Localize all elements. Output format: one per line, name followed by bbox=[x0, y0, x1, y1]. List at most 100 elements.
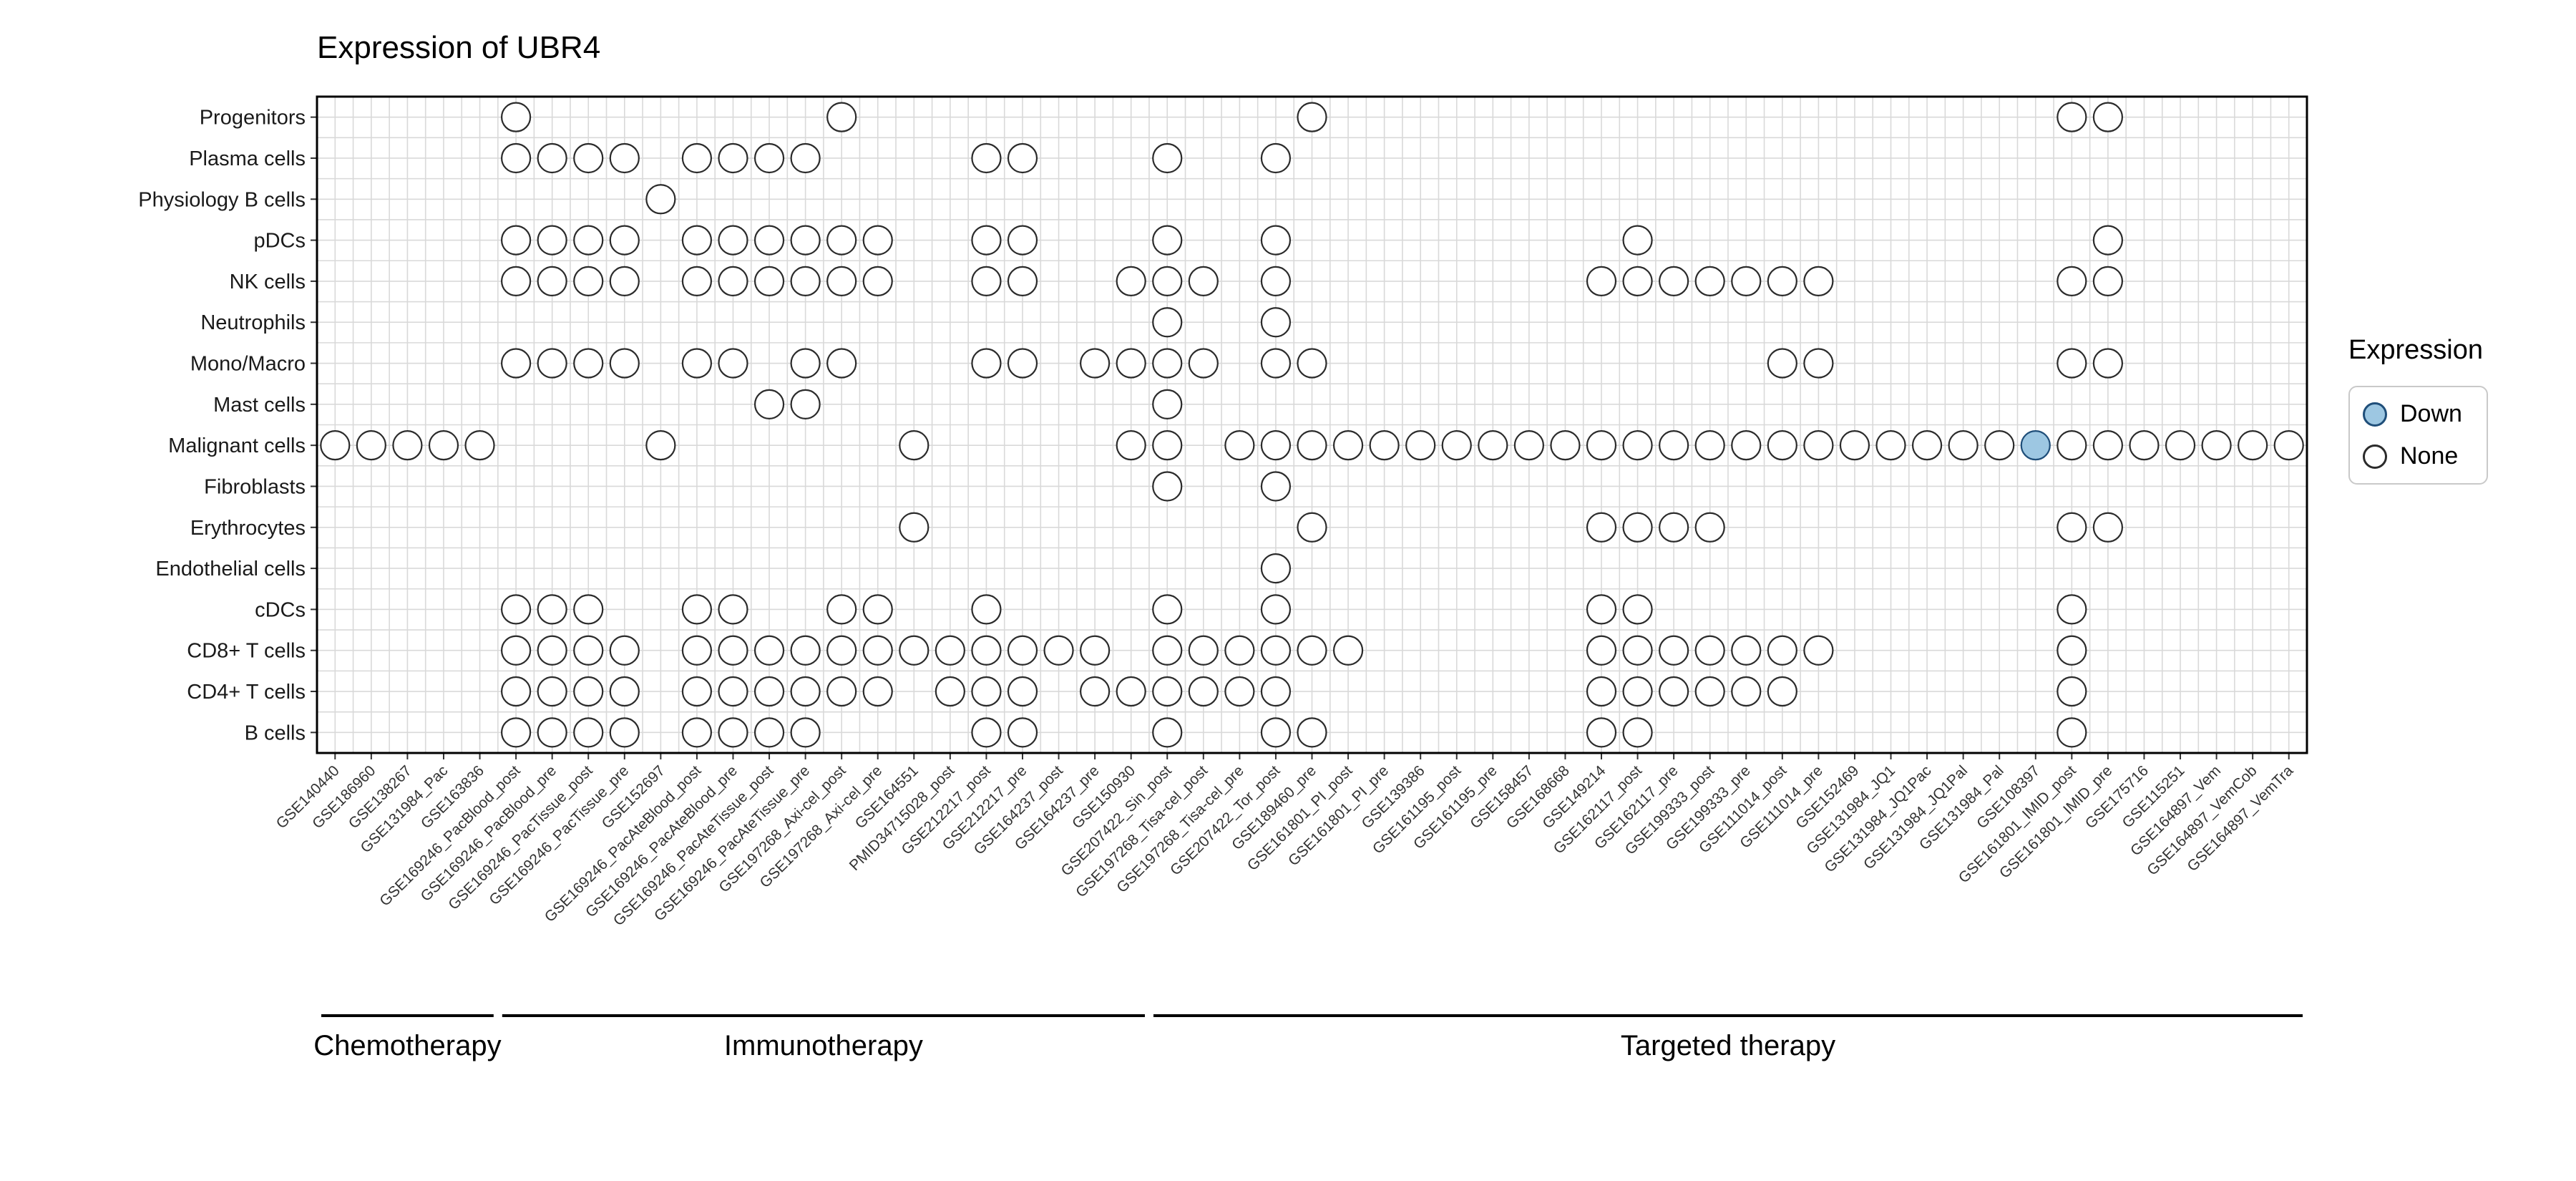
expression-none-dot bbox=[500, 102, 532, 132]
expression-none-dot bbox=[1803, 430, 1834, 461]
expression-none-dot bbox=[1152, 266, 1183, 297]
expression-none-dot bbox=[1767, 348, 1797, 379]
expression-none-dot bbox=[1731, 430, 1762, 461]
expression-none-dot bbox=[1297, 102, 1327, 132]
expression-none-dot bbox=[1297, 430, 1327, 461]
legend: Expression Down None bbox=[2348, 335, 2488, 485]
y-tick-label: NK cells bbox=[230, 271, 306, 293]
expression-none-dot bbox=[1694, 512, 1725, 543]
expression-none-dot bbox=[1332, 430, 1364, 461]
expression-none-dot bbox=[681, 142, 713, 174]
y-tick-label: Physiology B cells bbox=[138, 188, 306, 211]
expression-none-dot bbox=[1152, 389, 1183, 419]
expression-none-dot bbox=[971, 225, 1002, 256]
y-tick-label: Plasma cells bbox=[189, 147, 306, 170]
expression-none-dot bbox=[1260, 553, 1292, 584]
expression-none-dot bbox=[609, 348, 640, 379]
expression-none-dot bbox=[826, 225, 857, 256]
therapy-group-label: Chemotherapy bbox=[313, 1030, 501, 1061]
expression-none-dot bbox=[428, 430, 459, 461]
expression-none-dot bbox=[1260, 676, 1292, 707]
expression-none-dot bbox=[1622, 225, 1653, 256]
expression-none-dot bbox=[1332, 635, 1364, 666]
expression-none-dot bbox=[718, 266, 748, 297]
expression-none-dot bbox=[1260, 142, 1292, 174]
expression-none-dot bbox=[1839, 430, 1870, 461]
expression-none-dot bbox=[645, 430, 676, 461]
expression-none-dot bbox=[500, 717, 532, 748]
none-dot-icon bbox=[2363, 444, 2387, 469]
expression-none-dot bbox=[1080, 348, 1111, 379]
expression-none-dot bbox=[826, 348, 857, 379]
expression-none-dot bbox=[1297, 717, 1327, 748]
expression-none-dot bbox=[971, 266, 1002, 297]
expression-none-dot bbox=[1224, 635, 1255, 666]
y-tick-label: cDCs bbox=[255, 598, 306, 621]
expression-none-dot bbox=[753, 676, 785, 707]
expression-none-dot bbox=[1803, 348, 1834, 379]
expression-none-dot bbox=[1260, 430, 1292, 461]
y-tick-label: Mast cells bbox=[213, 394, 306, 417]
expression-none-dot bbox=[1116, 676, 1146, 707]
expression-none-dot bbox=[862, 225, 893, 256]
expression-none-dot bbox=[1984, 430, 2015, 461]
expression-none-dot bbox=[573, 225, 604, 256]
expression-none-dot bbox=[1441, 430, 1472, 461]
expression-none-dot bbox=[1260, 266, 1292, 297]
expression-none-dot bbox=[573, 717, 604, 748]
expression-none-dot bbox=[573, 142, 604, 174]
expression-none-dot bbox=[681, 348, 713, 379]
expression-none-dot bbox=[609, 635, 640, 666]
expression-none-dot bbox=[718, 676, 748, 707]
expression-none-dot bbox=[1622, 594, 1653, 625]
expression-none-dot bbox=[935, 676, 965, 707]
expression-none-dot bbox=[2057, 512, 2087, 543]
y-axis: Progenitors Plasma cells Physiology B cell… bbox=[138, 107, 317, 744]
expression-none-dot bbox=[1152, 430, 1183, 461]
expression-none-dot bbox=[464, 430, 495, 461]
therapy-groups: Chemotherapy Immunotherapy Targeted therap… bbox=[313, 1014, 2303, 1061]
expression-none-dot bbox=[790, 676, 821, 707]
expression-none-dot bbox=[1188, 676, 1219, 707]
expression-none-dot bbox=[1007, 142, 1038, 174]
expression-none-dot bbox=[1260, 307, 1292, 338]
expression-none-dot bbox=[609, 225, 640, 256]
expression-none-dot bbox=[1622, 717, 1653, 748]
expression-none-dot bbox=[1767, 430, 1797, 461]
expression-none-dot bbox=[718, 348, 748, 379]
expression-none-dot bbox=[537, 142, 567, 174]
expression-none-dot bbox=[573, 348, 604, 379]
expression-none-dot bbox=[971, 635, 1002, 666]
expression-none-dot bbox=[1731, 676, 1762, 707]
expression-none-dot bbox=[971, 594, 1002, 625]
expression-none-dot bbox=[1152, 717, 1183, 748]
expression-none-dot bbox=[392, 430, 423, 461]
expression-none-dot bbox=[681, 266, 713, 297]
expression-none-dot bbox=[971, 717, 1002, 748]
expression-none-dot bbox=[1694, 635, 1725, 666]
expression-none-dot bbox=[1694, 430, 1725, 461]
expression-none-dot bbox=[500, 142, 532, 174]
expression-none-dot bbox=[1911, 430, 1943, 461]
y-tick-label: CD8+ T cells bbox=[187, 640, 306, 663]
expression-none-dot bbox=[537, 594, 567, 625]
expression-none-dot bbox=[2057, 430, 2087, 461]
expression-none-dot bbox=[2057, 635, 2087, 666]
expression-none-dot bbox=[537, 635, 567, 666]
y-tick-label: Erythrocytes bbox=[190, 517, 306, 540]
expression-none-dot bbox=[1948, 430, 1979, 461]
expression-none-dot bbox=[1297, 348, 1327, 379]
y-tick-label: Neutrophils bbox=[200, 311, 306, 334]
expression-none-dot bbox=[1622, 266, 1653, 297]
legend-label-down: Down bbox=[2400, 400, 2462, 427]
expression-none-dot bbox=[1586, 594, 1617, 625]
expression-none-dot bbox=[790, 635, 821, 666]
y-tick-label: Endothelial cells bbox=[155, 558, 306, 580]
legend-item-none: None bbox=[2363, 442, 2462, 470]
expression-none-dot bbox=[2057, 717, 2087, 748]
expression-none-dot bbox=[1007, 225, 1038, 256]
expression-none-dot bbox=[826, 676, 857, 707]
expression-none-dot bbox=[1694, 676, 1725, 707]
expression-none-dot bbox=[573, 594, 604, 625]
